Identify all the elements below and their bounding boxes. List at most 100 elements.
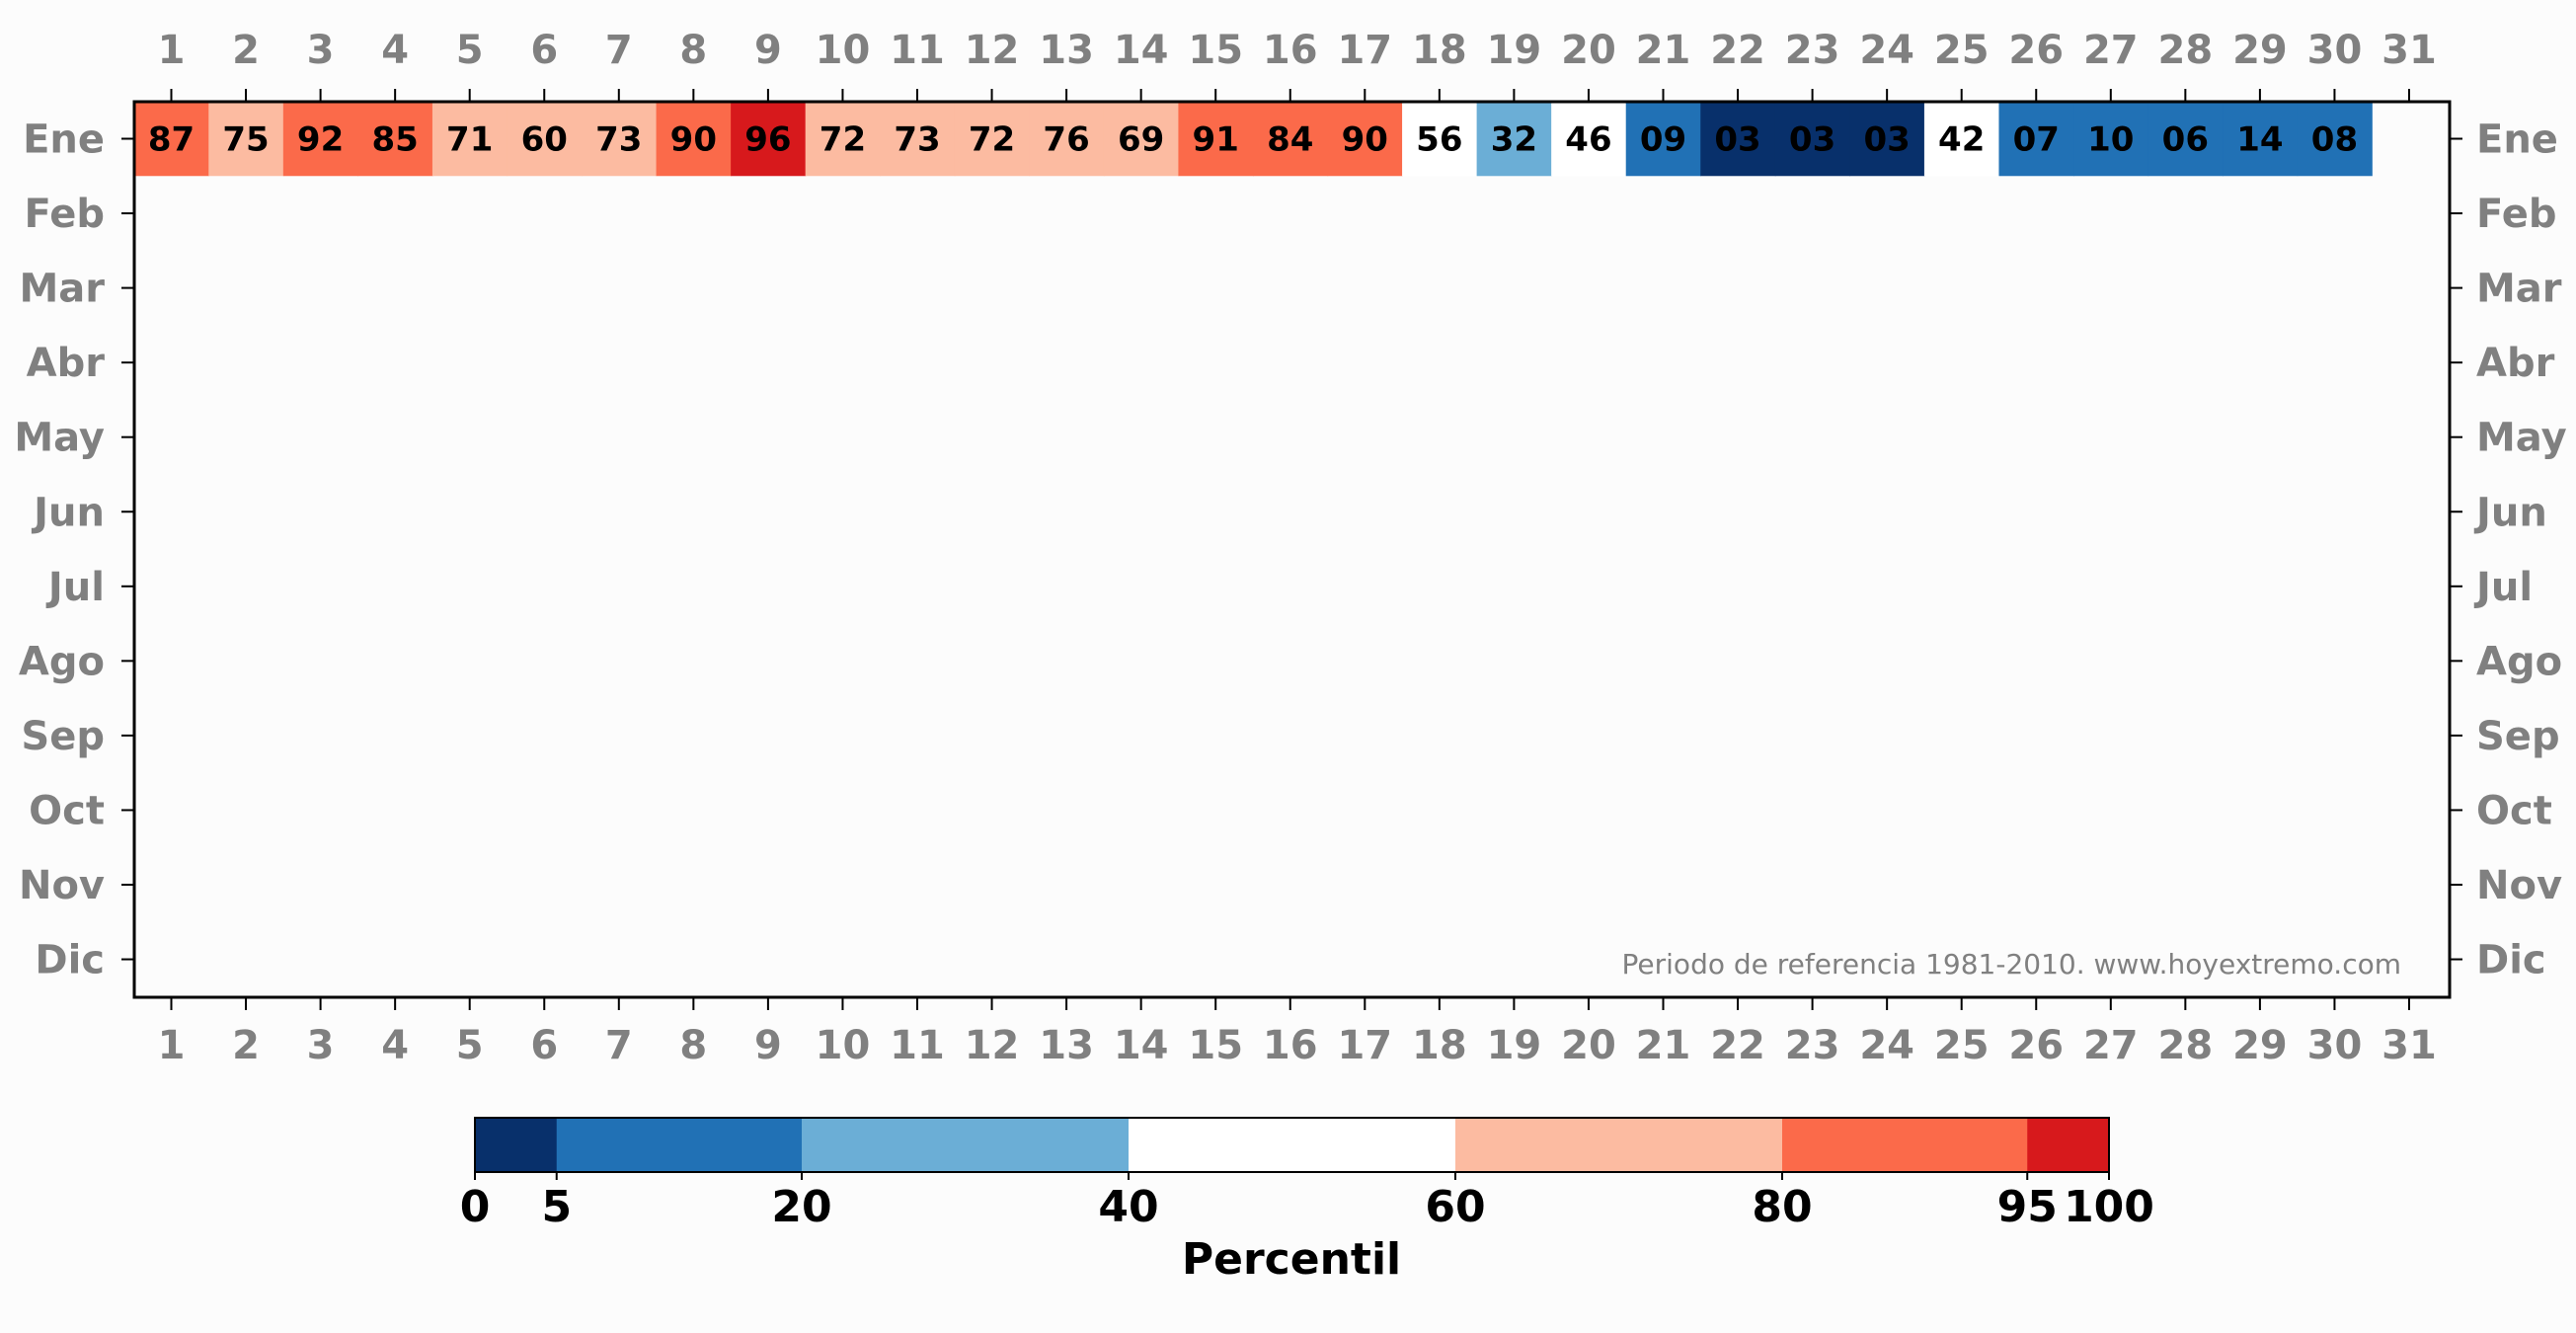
colorbar-segment bbox=[802, 1118, 1130, 1172]
cell-value-label: 84 bbox=[1267, 120, 1313, 160]
colorbar-segment bbox=[475, 1118, 558, 1172]
x-tick-label-top: 11 bbox=[890, 28, 945, 73]
cell-value-label: 87 bbox=[148, 120, 195, 160]
heatmap-cell bbox=[582, 101, 658, 177]
y-tick-label-right: Feb bbox=[2476, 192, 2556, 237]
y-tick-label-right: Oct bbox=[2476, 788, 2552, 833]
y-tick-label-left: Ago bbox=[19, 639, 105, 684]
heatmap-cell bbox=[1252, 101, 1329, 177]
heatmap-cell bbox=[2297, 101, 2373, 177]
heatmap-cell bbox=[1849, 101, 1925, 177]
colorbar-segment bbox=[1782, 1118, 2028, 1172]
cell-value-label: 32 bbox=[1491, 120, 1537, 160]
colorbar: 0 5 20 40 60 80 95 100 bbox=[460, 1117, 2154, 1232]
y-tick-label-left: Oct bbox=[29, 788, 105, 833]
x-tick-label-top: 7 bbox=[605, 28, 633, 73]
y-tick-label-right: Jul bbox=[2473, 565, 2533, 610]
y-tick-label-left: Nov bbox=[19, 863, 105, 908]
heatmap-cell bbox=[1402, 101, 1478, 177]
cell-value-label: 08 bbox=[2311, 120, 2358, 160]
cell-value-label: 09 bbox=[1640, 120, 1686, 160]
y-tick-label-right: Mar bbox=[2476, 267, 2562, 312]
x-tick-label-top: 17 bbox=[1337, 28, 1392, 73]
x-tick-label-top: 3 bbox=[307, 28, 335, 73]
cell-value-label: 73 bbox=[894, 120, 940, 160]
y-tick-label-left: Sep bbox=[21, 714, 105, 759]
x-tick-label-bottom: 27 bbox=[2083, 1023, 2139, 1068]
colorbar-tick-label: 5 bbox=[541, 1182, 572, 1232]
cell-value-label: 91 bbox=[1193, 120, 1239, 160]
x-tick-label-bottom: 7 bbox=[605, 1023, 633, 1068]
x-tick-label-bottom: 18 bbox=[1412, 1023, 1467, 1068]
x-tick-label-bottom: 17 bbox=[1337, 1023, 1392, 1068]
heatmap-cell bbox=[357, 101, 433, 177]
cell-value-label: 07 bbox=[2013, 120, 2060, 160]
colorbar-label: Percentil bbox=[1182, 1234, 1401, 1285]
x-tick-label-top: 25 bbox=[1934, 28, 1990, 73]
cell-value-label: 46 bbox=[1565, 120, 1611, 160]
y-tick-label-right: Jun bbox=[2473, 490, 2547, 535]
colorbar-frame bbox=[474, 1117, 2110, 1173]
x-tick-label-bottom: 4 bbox=[381, 1023, 409, 1068]
x-tick-label-bottom: 14 bbox=[1114, 1023, 1169, 1068]
x-tick-label-top: 13 bbox=[1039, 28, 1094, 73]
x-tick-label-top: 12 bbox=[965, 28, 1020, 73]
colorbar-tick-label: 40 bbox=[1098, 1182, 1158, 1232]
colorbar-segment bbox=[1129, 1118, 1456, 1172]
x-tick-label-top: 14 bbox=[1114, 28, 1169, 73]
cell-value-label: 90 bbox=[1342, 120, 1388, 160]
heatmap-cell bbox=[954, 101, 1030, 177]
x-tick-label-bottom: 15 bbox=[1188, 1023, 1243, 1068]
cell-value-label: 42 bbox=[1938, 120, 1985, 160]
x-tick-label-top: 31 bbox=[2381, 28, 2437, 73]
x-tick-label-bottom: 31 bbox=[2381, 1023, 2437, 1068]
x-tick-label-bottom: 6 bbox=[530, 1023, 558, 1068]
x-tick-label-bottom: 26 bbox=[2008, 1023, 2064, 1068]
colorbar-segment bbox=[556, 1118, 803, 1172]
cell-value-label: 03 bbox=[1714, 120, 1760, 160]
x-tick-label-bottom: 25 bbox=[1934, 1023, 1990, 1068]
x-tick-label-top: 16 bbox=[1263, 28, 1318, 73]
heatmap-cell bbox=[2223, 101, 2299, 177]
colorbar-segment bbox=[2027, 1118, 2110, 1172]
x-tick-label-bottom: 28 bbox=[2158, 1023, 2214, 1068]
x-tick-label-bottom: 19 bbox=[1487, 1023, 1542, 1068]
y-tick-label-right: Ene bbox=[2476, 118, 2558, 163]
y-tick-label-left: Abr bbox=[27, 341, 106, 386]
cell-value-label: 72 bbox=[820, 120, 866, 160]
cell-value-label: 92 bbox=[297, 120, 344, 160]
heatmap-cell bbox=[1178, 101, 1254, 177]
cell-value-label: 72 bbox=[969, 120, 1015, 160]
heatmap-cell bbox=[880, 101, 956, 177]
heatmap-cell bbox=[1476, 101, 1552, 177]
x-tick-label-bottom: 9 bbox=[754, 1023, 782, 1068]
cell-value-label: 69 bbox=[1118, 120, 1164, 160]
x-tick-label-top: 20 bbox=[1561, 28, 1616, 73]
x-tick-label-top: 8 bbox=[679, 28, 707, 73]
x-tick-label-top: 27 bbox=[2083, 28, 2139, 73]
x-tick-label-top: 23 bbox=[1785, 28, 1840, 73]
x-tick-label-top: 2 bbox=[232, 28, 260, 73]
y-tick-label-right: Nov bbox=[2476, 863, 2562, 908]
x-tick-label-bottom: 2 bbox=[232, 1023, 260, 1068]
y-tick-label-right: May bbox=[2476, 416, 2567, 461]
y-tick-label-left: Dic bbox=[35, 938, 105, 983]
y-tick-label-right: Ago bbox=[2476, 639, 2562, 684]
x-tick-label-top: 22 bbox=[1710, 28, 1765, 73]
x-tick-label-top: 9 bbox=[754, 28, 782, 73]
cell-value-label: 10 bbox=[2087, 120, 2134, 160]
x-tick-label-bottom: 13 bbox=[1039, 1023, 1094, 1068]
y-tick-label-right: Dic bbox=[2476, 938, 2546, 983]
colorbar-segment bbox=[1455, 1118, 1783, 1172]
heatmap-cell bbox=[805, 101, 881, 177]
x-tick-label-bottom: 16 bbox=[1263, 1023, 1318, 1068]
x-tick-label-bottom: 22 bbox=[1710, 1023, 1765, 1068]
cell-value-label: 06 bbox=[2162, 120, 2209, 160]
x-tick-label-bottom: 1 bbox=[158, 1023, 186, 1068]
heatmap-cell bbox=[2147, 101, 2224, 177]
cell-value-label: 60 bbox=[521, 120, 568, 160]
x-tick-label-top: 1 bbox=[158, 28, 186, 73]
x-tick-label-bottom: 3 bbox=[307, 1023, 335, 1068]
x-tick-label-bottom: 12 bbox=[965, 1023, 1020, 1068]
